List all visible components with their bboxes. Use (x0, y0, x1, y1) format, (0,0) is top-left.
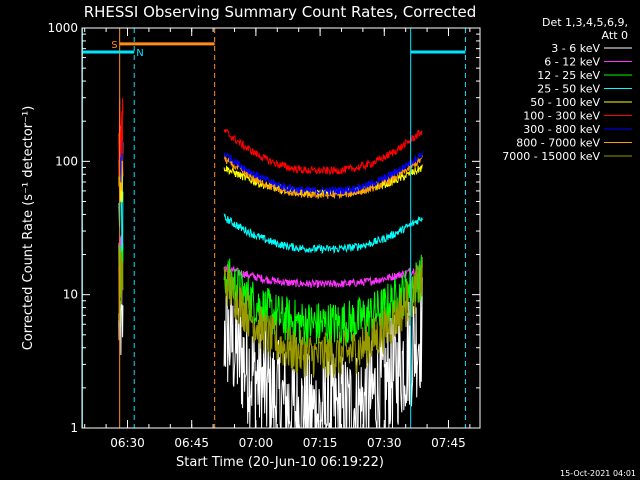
series-trace (223, 129, 423, 176)
x-tick-label: 06:30 (110, 436, 145, 450)
y-tick-label: 100 (55, 154, 78, 168)
y-axis-label: Corrected Count Rate (s⁻¹ detector⁻¹) (21, 106, 36, 351)
x-axis-label: Start Time (20-Jun-10 06:19:22) (176, 455, 384, 470)
series-trace (223, 256, 423, 378)
series-trace (223, 155, 423, 200)
legend-entry-label: 25 - 50 keV (537, 83, 600, 96)
x-tick-label: 07:30 (367, 436, 402, 450)
y-tick-label: 1 (70, 421, 78, 435)
interval-markers: SN (81, 28, 466, 428)
x-tick-label: 07:00 (239, 436, 274, 450)
legend-entry-label: 3 - 6 keV (551, 42, 600, 55)
timestamp: 15-Oct-2021 04:01 (560, 469, 636, 478)
x-tick-label: 07:45 (431, 436, 466, 450)
x-tick-label: 06:45 (174, 436, 209, 450)
plot-frame (81, 27, 481, 429)
series-traces (118, 98, 423, 428)
saa-label: S (111, 40, 117, 51)
legend-header: Att 0 (602, 29, 628, 42)
series-trace (223, 254, 423, 348)
legend-entry-label: 7000 - 15000 keV (502, 150, 600, 163)
legend-header: Det 1,3,4,5,6,9, (542, 16, 628, 29)
y-tick-label: 1000 (47, 21, 78, 35)
legend-entry-label: 800 - 7000 keV (516, 137, 600, 150)
legend-entry-label: 300 - 800 keV (523, 123, 600, 136)
legend-entry-label: 50 - 100 keV (530, 96, 600, 109)
x-axis-ticks: 06:30 06:45 07:00 07:15 07:30 07:45 (84, 28, 471, 450)
series-trace (223, 150, 423, 196)
legend-entry-label: 12 - 25 keV (537, 69, 600, 82)
y-tick-label: 10 (63, 288, 78, 302)
chart-title: RHESSI Observing Summary Count Rates, Co… (84, 3, 477, 21)
night-label: N (136, 48, 143, 59)
series-trace (223, 213, 423, 255)
x-tick-label: 07:15 (303, 436, 338, 450)
series-trace (224, 264, 423, 289)
y-axis-ticks: 1 10 100 1000 (47, 21, 480, 435)
legend-entry-label: 6 - 12 keV (544, 56, 600, 69)
legend-entry-label: 100 - 300 keV (523, 110, 600, 123)
